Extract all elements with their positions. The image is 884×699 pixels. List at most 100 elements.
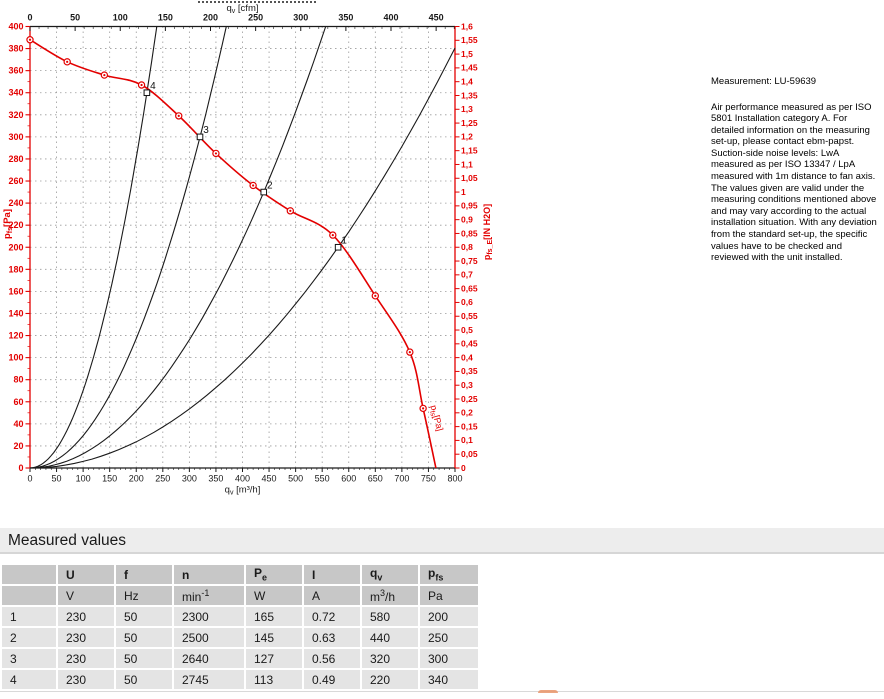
operating-point-label: 2: [267, 180, 273, 191]
svg-text:pfs[Pa]: pfs[Pa]: [427, 404, 445, 433]
operating-point-marker: [334, 243, 342, 251]
svg-text:0,85: 0,85: [461, 228, 478, 238]
svg-text:250: 250: [155, 474, 170, 484]
svg-text:0,55: 0,55: [461, 311, 478, 321]
table-cell: 580: [362, 607, 418, 626]
svg-text:600: 600: [341, 474, 356, 484]
svg-text:220: 220: [8, 220, 23, 230]
system-resistance-curves: [29, 26, 456, 469]
svg-text:1,5: 1,5: [461, 49, 473, 59]
table-row: 1 230 50 2300 165 0.72 580 200: [2, 607, 478, 626]
operating-point-label: 1: [341, 235, 347, 246]
table-cell: n: [174, 565, 244, 584]
svg-text:340: 340: [8, 88, 23, 98]
svg-text:1: 1: [461, 187, 466, 197]
svg-text:0: 0: [18, 463, 23, 473]
chart-svg: 0 50 100 150 200 250 300 350 400 450 500 550 600 650 7…: [2, 3, 494, 497]
table-cell: 0.56: [304, 649, 360, 668]
table-cell: 50: [116, 628, 172, 647]
table-cell: 127: [246, 649, 302, 668]
svg-text:0,95: 0,95: [461, 201, 478, 211]
svg-text:0,35: 0,35: [461, 366, 478, 376]
svg-text:240: 240: [8, 198, 23, 208]
table-cell: 2300: [174, 607, 244, 626]
svg-text:qv [m³/h]: qv [m³/h]: [225, 485, 261, 497]
svg-text:1,1: 1,1: [461, 159, 473, 169]
table-cell: A: [304, 586, 360, 605]
section-header-bar: Measured values: [0, 528, 884, 554]
svg-text:200: 200: [203, 13, 218, 23]
table-cell: pfs: [420, 565, 478, 584]
svg-text:0,3: 0,3: [461, 380, 473, 390]
chart-grid: [30, 26, 455, 468]
measurement-note: Measurement: LU-59639 Air performance me…: [711, 76, 878, 264]
svg-text:280: 280: [8, 154, 23, 164]
svg-text:1,05: 1,05: [461, 173, 478, 183]
table-cell: m3/h: [362, 586, 418, 605]
svg-text:200: 200: [8, 242, 23, 252]
table-cell: f: [116, 565, 172, 584]
svg-text:350: 350: [338, 13, 353, 23]
svg-text:320: 320: [8, 110, 23, 120]
svg-text:0,2: 0,2: [461, 408, 473, 418]
fan-pressure-curve: pfs[Pa]: [26, 36, 445, 469]
table-cell: 220: [362, 670, 418, 689]
svg-text:0,7: 0,7: [461, 270, 473, 280]
table-cell: U: [58, 565, 114, 584]
svg-text:0,8: 0,8: [461, 242, 473, 252]
svg-text:1,35: 1,35: [461, 90, 478, 100]
svg-text:0,1: 0,1: [461, 435, 473, 445]
operating-point-label: 4: [150, 81, 156, 92]
svg-text:400: 400: [235, 474, 250, 484]
svg-text:20: 20: [13, 441, 23, 451]
table-cell: V: [58, 586, 114, 605]
table-cell: 200: [420, 607, 478, 626]
svg-text:0,15: 0,15: [461, 421, 478, 431]
operating-point-marker: [260, 188, 268, 196]
table-cell: 0.72: [304, 607, 360, 626]
table-cell: 4: [2, 670, 56, 689]
table-cell: 320: [362, 649, 418, 668]
svg-text:0: 0: [461, 463, 466, 473]
table-cell: 50: [116, 607, 172, 626]
svg-text:150: 150: [158, 13, 173, 23]
table-cell: 230: [58, 607, 114, 626]
table-cell: 1: [2, 607, 56, 626]
table-cell: Hz: [116, 586, 172, 605]
svg-text:550: 550: [315, 474, 330, 484]
svg-text:50: 50: [52, 474, 62, 484]
table-cell: 50: [116, 670, 172, 689]
table-cell: 340: [420, 670, 478, 689]
svg-text:1,25: 1,25: [461, 118, 478, 128]
svg-text:750: 750: [421, 474, 436, 484]
table-cell: min-1: [174, 586, 244, 605]
svg-text:1,15: 1,15: [461, 145, 478, 155]
svg-text:450: 450: [262, 474, 277, 484]
svg-text:0,5: 0,5: [461, 325, 473, 335]
svg-text:140: 140: [8, 308, 23, 318]
svg-text:1,45: 1,45: [461, 63, 478, 73]
table-cell: 300: [420, 649, 478, 668]
svg-text:80: 80: [13, 375, 23, 385]
table-cell: 113: [246, 670, 302, 689]
svg-text:350: 350: [208, 474, 223, 484]
clipped-chart-title: [198, 1, 316, 3]
operating-points: 1 2 3 4: [143, 81, 347, 251]
svg-text:0,65: 0,65: [461, 283, 478, 293]
svg-text:0: 0: [27, 13, 32, 23]
svg-text:300: 300: [8, 132, 23, 142]
svg-text:650: 650: [368, 474, 383, 484]
air-performance-chart: 0 50 100 150 200 250 300 350 400 450 500 550 600 650 7…: [0, 0, 500, 505]
svg-text:120: 120: [8, 331, 23, 341]
svg-text:1,55: 1,55: [461, 35, 478, 45]
table-cell: 440: [362, 628, 418, 647]
svg-text:360: 360: [8, 66, 23, 76]
table-cell: 2640: [174, 649, 244, 668]
operating-point-label: 3: [203, 125, 209, 136]
svg-text:180: 180: [8, 264, 23, 274]
svg-text:qv [cfm]: qv [cfm]: [226, 3, 258, 15]
svg-text:1,2: 1,2: [461, 132, 473, 142]
svg-text:200: 200: [129, 474, 144, 484]
